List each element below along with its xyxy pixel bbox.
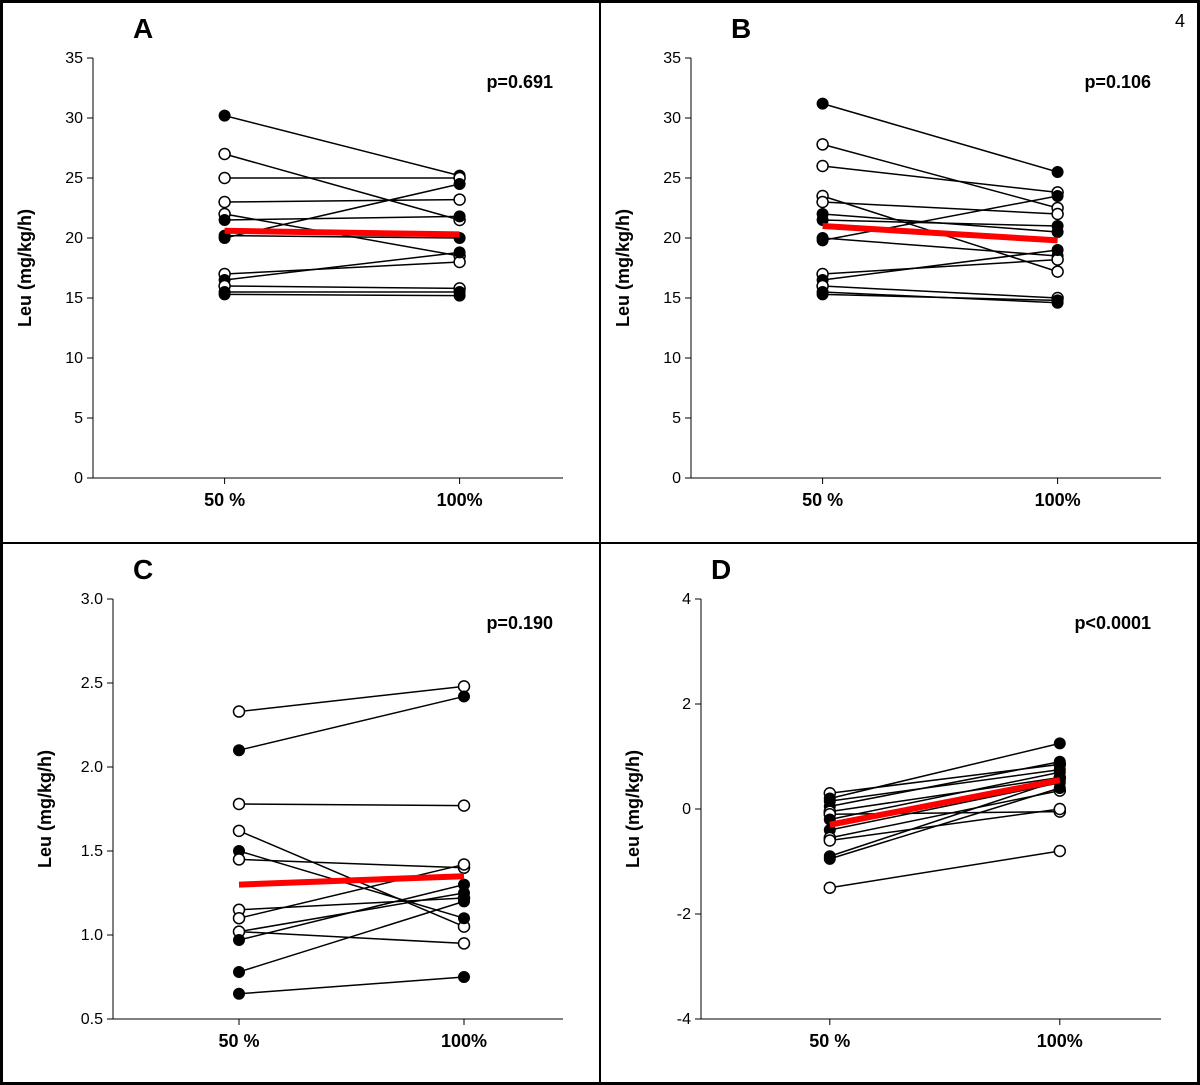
figure-grid: A 0510152025303550 %100%Leu (mg/kg/h)p=0… xyxy=(0,0,1200,1085)
panel-A-title: A xyxy=(133,13,153,45)
svg-text:50 %: 50 % xyxy=(809,1031,850,1051)
svg-text:10: 10 xyxy=(65,350,83,367)
svg-text:15: 15 xyxy=(663,290,681,307)
svg-text:Leu (mg/kg/h): Leu (mg/kg/h) xyxy=(613,209,633,327)
svg-text:5: 5 xyxy=(74,410,83,427)
svg-text:-4: -4 xyxy=(677,1011,691,1028)
svg-text:3.0: 3.0 xyxy=(81,591,103,608)
svg-text:50 %: 50 % xyxy=(204,490,245,510)
svg-text:10: 10 xyxy=(663,350,681,367)
svg-text:20: 20 xyxy=(65,230,83,247)
panel-C-plot: 0.51.01.52.02.53.050 %100%Leu (mg/kg/h)p… xyxy=(113,599,563,1019)
svg-text:50 %: 50 % xyxy=(802,490,843,510)
svg-text:0.5: 0.5 xyxy=(81,1011,103,1028)
panel-A: A 0510152025303550 %100%Leu (mg/kg/h)p=0… xyxy=(2,2,600,543)
svg-text:1.5: 1.5 xyxy=(81,843,103,860)
svg-text:20: 20 xyxy=(663,230,681,247)
panel-D: D -4-202450 %100%Leu (mg/kg/h)p<0.0001 xyxy=(600,543,1198,1084)
panel-B-plot: 0510152025303550 %100%Leu (mg/kg/h)p=0.1… xyxy=(691,58,1161,478)
svg-text:2.5: 2.5 xyxy=(81,675,103,692)
svg-text:50 %: 50 % xyxy=(218,1031,259,1051)
svg-text:Leu (mg/kg/h): Leu (mg/kg/h) xyxy=(623,750,643,868)
svg-text:4: 4 xyxy=(682,591,691,608)
svg-text:35: 35 xyxy=(65,50,83,67)
svg-text:p=0.691: p=0.691 xyxy=(486,72,553,92)
svg-text:30: 30 xyxy=(65,110,83,127)
svg-text:0: 0 xyxy=(682,801,691,818)
panel-B-title: B xyxy=(731,13,751,45)
svg-text:p=0.190: p=0.190 xyxy=(486,613,553,633)
panel-B: B 4 0510152025303550 %100%Leu (mg/kg/h)p… xyxy=(600,2,1198,543)
svg-text:0: 0 xyxy=(672,470,681,487)
svg-text:0: 0 xyxy=(74,470,83,487)
svg-text:1.0: 1.0 xyxy=(81,927,103,944)
panel-C-title: C xyxy=(133,554,153,586)
panel-A-plot: 0510152025303550 %100%Leu (mg/kg/h)p=0.6… xyxy=(93,58,563,478)
svg-text:100%: 100% xyxy=(441,1031,487,1051)
svg-text:35: 35 xyxy=(663,50,681,67)
svg-text:100%: 100% xyxy=(1035,490,1081,510)
svg-text:2.0: 2.0 xyxy=(81,759,103,776)
svg-text:Leu (mg/kg/h): Leu (mg/kg/h) xyxy=(15,209,35,327)
svg-text:5: 5 xyxy=(672,410,681,427)
svg-text:25: 25 xyxy=(65,170,83,187)
svg-text:p=0.106: p=0.106 xyxy=(1084,72,1151,92)
svg-text:p<0.0001: p<0.0001 xyxy=(1074,613,1151,633)
svg-text:100%: 100% xyxy=(1037,1031,1083,1051)
panel-C: C 0.51.01.52.02.53.050 %100%Leu (mg/kg/h… xyxy=(2,543,600,1084)
svg-text:25: 25 xyxy=(663,170,681,187)
svg-text:-2: -2 xyxy=(677,906,691,923)
panel-D-title: D xyxy=(711,554,731,586)
svg-text:15: 15 xyxy=(65,290,83,307)
panel-B-corner-label: 4 xyxy=(1175,11,1185,32)
svg-text:30: 30 xyxy=(663,110,681,127)
svg-text:100%: 100% xyxy=(437,490,483,510)
svg-text:Leu (mg/kg/h): Leu (mg/kg/h) xyxy=(35,750,55,868)
panel-D-plot: -4-202450 %100%Leu (mg/kg/h)p<0.0001 xyxy=(701,599,1161,1019)
svg-text:2: 2 xyxy=(682,696,691,713)
